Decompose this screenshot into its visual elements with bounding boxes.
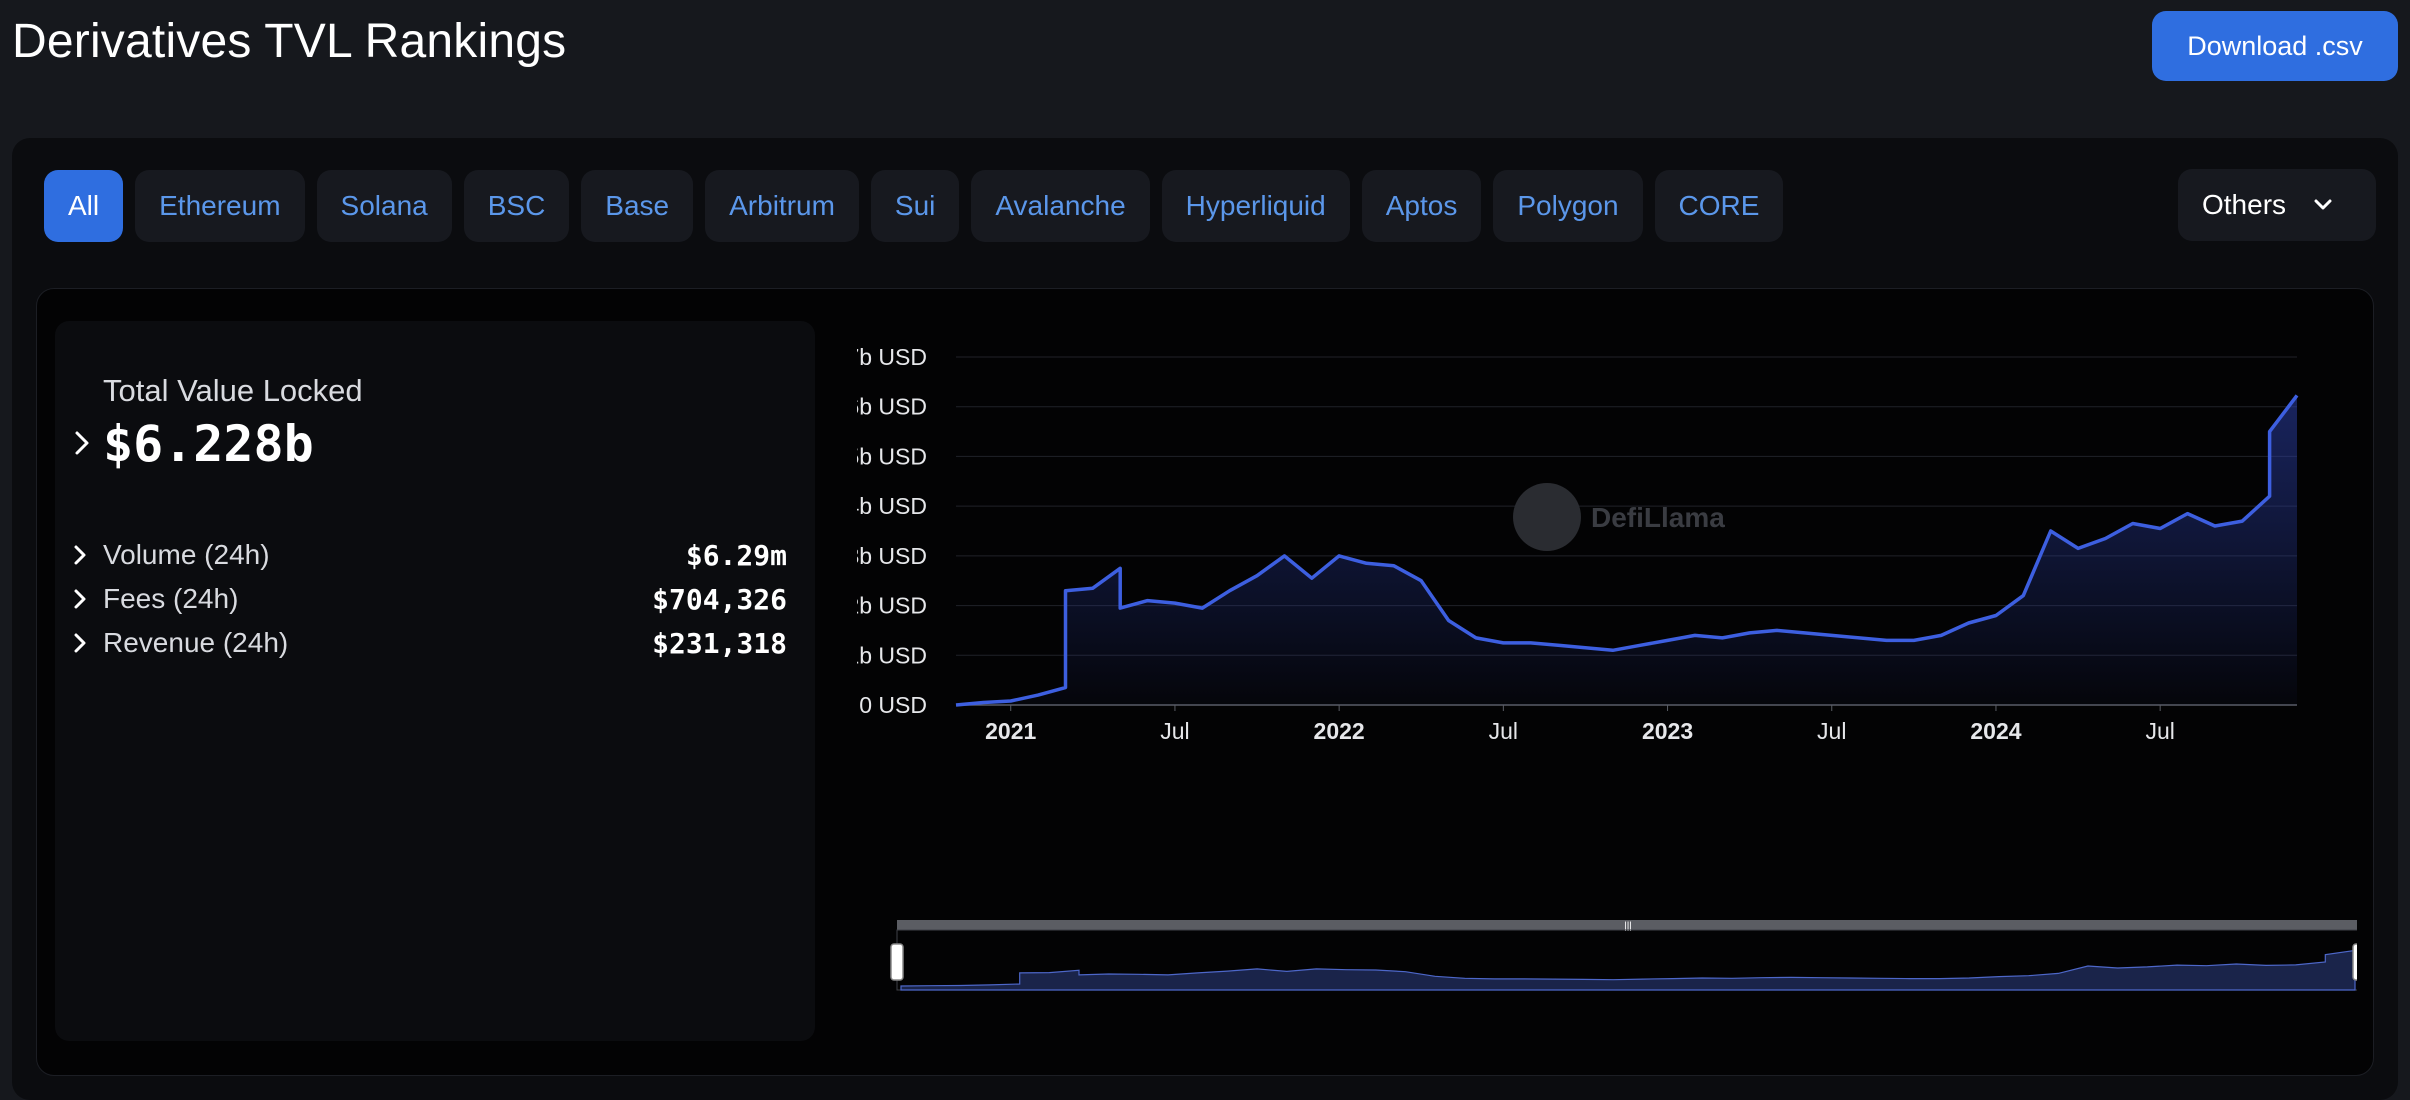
- tvl-expand-chevron-icon[interactable]: [71, 429, 95, 457]
- zoom-minimap: [900, 949, 2356, 991]
- y-tick-label: 2b USD: [857, 593, 927, 619]
- defillama-watermark: DefiLlama: [1513, 483, 1725, 551]
- chain-tab-arbitrum[interactable]: Arbitrum: [705, 170, 859, 242]
- chain-tab-bsc[interactable]: BSC: [463, 170, 570, 242]
- chain-tab-hyperliquid[interactable]: Hyperliquid: [1161, 170, 1350, 242]
- stat-row-volume[interactable]: Volume (24h) $6.29m: [71, 535, 787, 575]
- watermark-text: DefiLlama: [1591, 502, 1725, 533]
- y-tick-label: 6b USD: [857, 394, 927, 420]
- chain-tab-polygon[interactable]: Polygon: [1493, 170, 1643, 242]
- y-tick-label: 7b USD: [857, 344, 927, 370]
- chevron-right-icon: [74, 545, 86, 565]
- zoom-grip-icon: |||: [1624, 921, 1632, 932]
- download-csv-button[interactable]: Download .csv: [2152, 11, 2398, 81]
- rankings-panel: All Ethereum Solana BSC Base Arbitrum Sui Avala…: [12, 138, 2398, 1100]
- chain-tabs: All Ethereum Solana BSC Base Arbitrum Sui Avala…: [44, 170, 1784, 242]
- others-dropdown[interactable]: Others: [2178, 169, 2376, 241]
- stat-label: Volume (24h): [103, 539, 270, 570]
- zoom-track: [897, 920, 2357, 930]
- stat-label: Fees (24h): [103, 583, 239, 614]
- chain-tab-aptos[interactable]: Aptos: [1361, 170, 1482, 242]
- y-tick-label: 4b USD: [857, 493, 927, 519]
- y-tick-label: 0 USD: [859, 692, 927, 718]
- x-tick-label: 2021: [985, 718, 1036, 744]
- chain-tab-avalanche[interactable]: Avalanche: [971, 170, 1150, 242]
- tvl-card: Total Value Locked $6.228b Volume (24h) …: [36, 288, 2374, 1076]
- zoom-handle-right[interactable]: [2352, 943, 2357, 981]
- page-title: Derivatives TVL Rankings: [12, 15, 567, 68]
- chevron-right-icon: [74, 589, 86, 609]
- stat-row-fees[interactable]: Fees (24h) $704,326: [71, 579, 787, 619]
- y-tick-label: 3b USD: [857, 543, 927, 569]
- x-tick-label: Jul: [1489, 718, 1518, 744]
- stat-row-revenue[interactable]: Revenue (24h) $231,318: [71, 623, 787, 663]
- x-tick-label: Jul: [1817, 718, 1846, 744]
- x-tick-label: Jul: [1160, 718, 1189, 744]
- chain-tab-core[interactable]: CORE: [1654, 170, 1784, 242]
- others-label: Others: [2202, 189, 2287, 220]
- tvl-area: [956, 395, 2297, 705]
- chevron-down-icon: [2314, 199, 2332, 210]
- stats-panel: Total Value Locked $6.228b Volume (24h) …: [55, 321, 815, 1041]
- y-tick-label: 1b USD: [857, 642, 927, 668]
- tvl-value: $6.228b: [103, 415, 314, 473]
- chevron-right-icon: [74, 633, 86, 653]
- x-tick-label: Jul: [2145, 718, 2174, 744]
- zoom-handle-left[interactable]: [890, 943, 904, 981]
- x-tick-label: 2022: [1314, 718, 1365, 744]
- stat-value: $231,318: [652, 626, 787, 660]
- y-tick-label: 5b USD: [857, 443, 927, 469]
- chain-tab-base[interactable]: Base: [581, 170, 694, 242]
- x-tick-label: 2023: [1642, 718, 1693, 744]
- chain-tab-sui[interactable]: Sui: [870, 170, 960, 242]
- stat-value: $704,326: [652, 582, 787, 616]
- stat-value: $6.29m: [685, 538, 787, 572]
- chain-tab-ethereum[interactable]: Ethereum: [135, 170, 305, 242]
- llama-logo-icon: [1513, 483, 1581, 551]
- stat-label: Revenue (24h): [103, 627, 289, 658]
- tvl-label: Total Value Locked: [103, 373, 363, 408]
- chain-tab-all[interactable]: All: [44, 170, 124, 242]
- tvl-chart[interactable]: 0 USD 1b USD 2b USD 3b USD 4b USD 5b USD 6b US…: [857, 309, 2357, 1059]
- x-tick-label: 2024: [1970, 718, 2021, 744]
- chain-tab-solana[interactable]: Solana: [316, 170, 452, 242]
